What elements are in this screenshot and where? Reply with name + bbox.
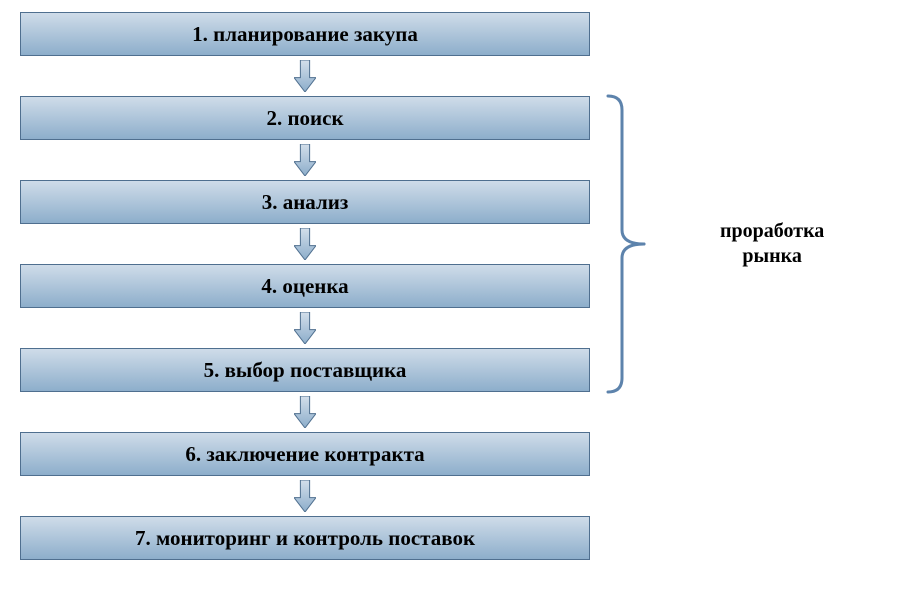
down-arrow-icon bbox=[294, 228, 316, 260]
arrow-1-to-2 bbox=[20, 56, 590, 96]
step-label-2: 2. поиск bbox=[266, 106, 343, 131]
down-arrow-icon bbox=[294, 480, 316, 512]
down-arrow-icon bbox=[294, 144, 316, 176]
step-box-7: 7. мониторинг и контроль поставок bbox=[20, 516, 590, 560]
step-label-3: 3. анализ bbox=[262, 190, 349, 215]
step-label-1: 1. планирование закупа bbox=[192, 22, 418, 47]
flow-column: 1. планирование закупа 2. поиск 3. анализ 4… bbox=[20, 12, 590, 560]
step-label-5: 5. выбор поставщика bbox=[204, 358, 407, 383]
step-box-2: 2. поиск bbox=[20, 96, 590, 140]
flowchart-container: 1. планирование закупа 2. поиск 3. анализ 4… bbox=[0, 0, 912, 598]
brace-label: проработкарынка bbox=[720, 219, 824, 269]
step-label-7: 7. мониторинг и контроль поставок bbox=[135, 526, 475, 551]
arrow-6-to-7 bbox=[20, 476, 590, 516]
step-box-1: 1. планирование закупа bbox=[20, 12, 590, 56]
down-arrow-icon bbox=[294, 312, 316, 344]
step-box-3: 3. анализ bbox=[20, 180, 590, 224]
step-label-6: 6. заключение контракта bbox=[185, 442, 424, 467]
arrow-4-to-5 bbox=[20, 308, 590, 348]
arrow-3-to-4 bbox=[20, 224, 590, 264]
arrow-5-to-6 bbox=[20, 392, 590, 432]
step-box-6: 6. заключение контракта bbox=[20, 432, 590, 476]
down-arrow-icon bbox=[294, 60, 316, 92]
step-box-5: 5. выбор поставщика bbox=[20, 348, 590, 392]
step-box-4: 4. оценка bbox=[20, 264, 590, 308]
brace-label-text: проработкарынка bbox=[720, 220, 824, 267]
brace-path bbox=[608, 244, 644, 392]
step-label-4: 4. оценка bbox=[261, 274, 348, 299]
brace-path bbox=[608, 96, 644, 244]
arrow-2-to-3 bbox=[20, 140, 590, 180]
down-arrow-icon bbox=[294, 396, 316, 428]
